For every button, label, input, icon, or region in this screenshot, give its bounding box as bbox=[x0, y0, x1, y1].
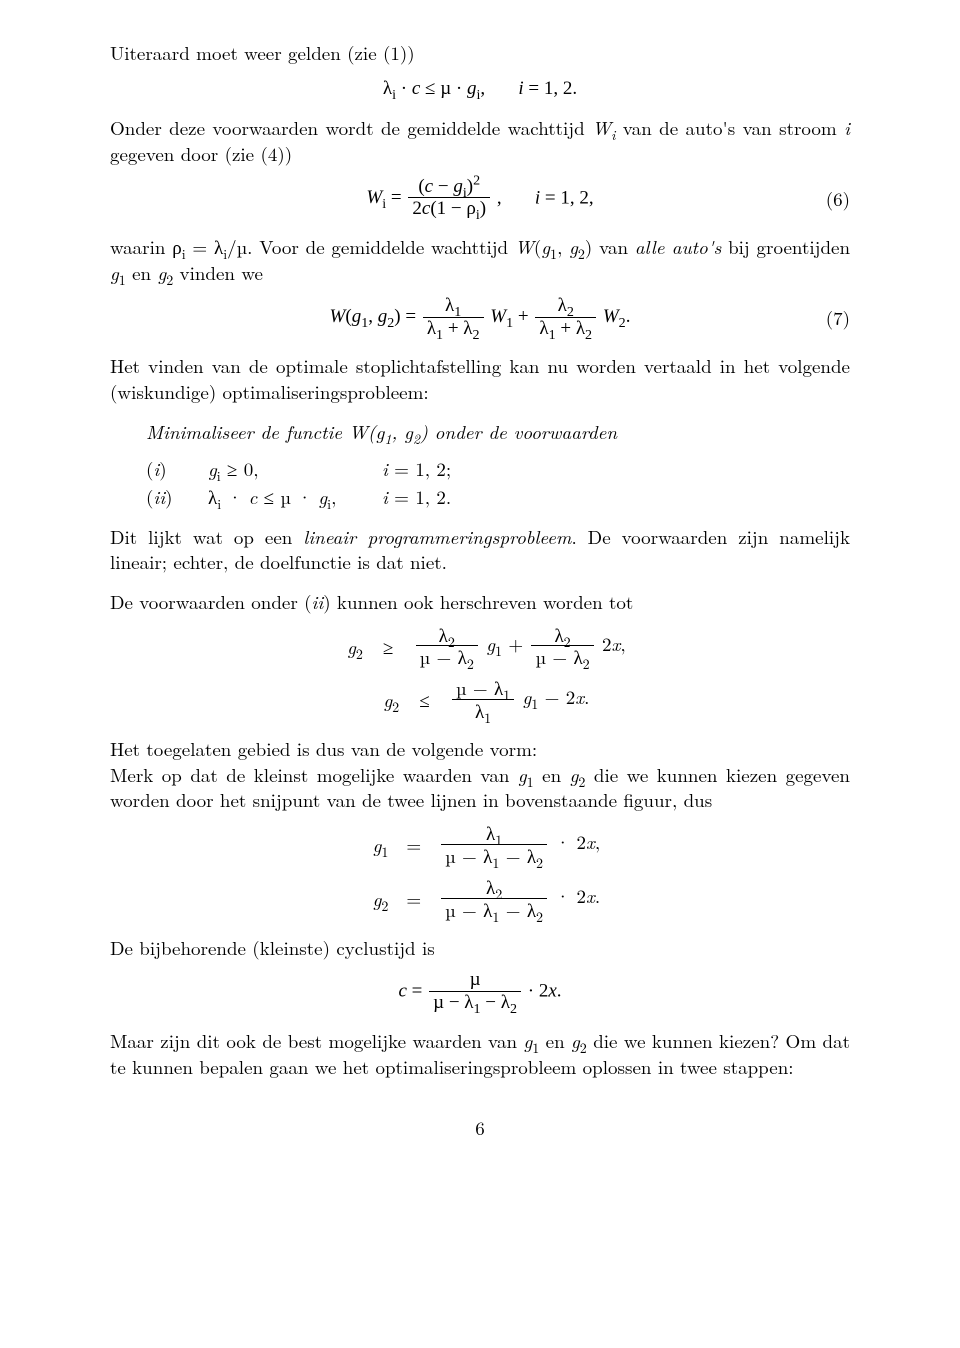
paragraph-2: Onder deze voorwaarden wordt de gemiddel… bbox=[110, 115, 850, 166]
paragraph-10: Maar zijn dit ook de best mogelijke waar… bbox=[110, 1028, 850, 1079]
lhs: Wi = bbox=[366, 187, 406, 208]
lhs: c = bbox=[398, 980, 427, 1001]
lhs: g2 bbox=[360, 886, 389, 912]
rhs: W2. bbox=[603, 306, 631, 327]
equation-stack: g1 = λ1 µ − λ1 − λ2 · 2x, g2 = λ2 µ − λ1… bbox=[360, 823, 600, 921]
rhs: µ − λ1 λ1 g1 − 2x. bbox=[450, 678, 589, 722]
condition-ii: (ii) λi · c ≤ µ · gi, i = 1, 2. bbox=[146, 484, 850, 510]
page: Uiteraard moet weer gelden (zie (1)) λi … bbox=[0, 0, 960, 1348]
text: gegeven door (zie (4)) bbox=[110, 140, 292, 167]
equation-number: (6) bbox=[826, 186, 850, 212]
denominator: µ − λ2 bbox=[531, 646, 593, 668]
denominator: µ − λ2 bbox=[416, 646, 478, 668]
symbol-i: i bbox=[844, 114, 850, 141]
fraction-2: λ2 λ1 + λ2 bbox=[535, 296, 596, 340]
rhs: λ1 µ − λ1 − λ2 · 2x, bbox=[439, 823, 600, 867]
paragraph-5: Dit lijkt wat op een lineair programmeri… bbox=[110, 524, 850, 575]
rhs: λ2 µ − λ1 − λ2 · 2x. bbox=[439, 877, 600, 921]
row-1: g1 = λ1 µ − λ1 − λ2 · 2x, bbox=[360, 823, 600, 867]
numerator: λ1 bbox=[423, 296, 484, 318]
paragraph-intro: Uiteraard moet weer gelden (zie (1)) bbox=[110, 40, 850, 66]
rhs: , i = 1, 2, bbox=[497, 187, 594, 208]
denominator: λ1 + λ2 bbox=[535, 318, 596, 340]
numerator: µ bbox=[429, 970, 521, 992]
fraction-1: λ1 λ1 + λ2 bbox=[423, 296, 484, 340]
fraction: (c − gi)2 2c(1 − ρi) bbox=[408, 177, 490, 221]
equation-stack: g2 ≥ λ2 µ − λ2 g1 + λ2 µ − λ2 2x, g2 bbox=[334, 625, 625, 723]
row-1: g2 ≥ λ2 µ − λ2 g1 + λ2 µ − λ2 2x, bbox=[334, 625, 625, 669]
equation-body: Wi = (c − gi)2 2c(1 − ρi) , i = 1, 2, bbox=[366, 177, 593, 221]
rel: = bbox=[402, 832, 425, 858]
fraction: λ1 µ − λ1 − λ2 bbox=[441, 823, 547, 867]
denominator: µ − λ1 − λ2 bbox=[429, 992, 521, 1014]
rel: ≤ bbox=[413, 687, 436, 713]
rhs: λ2 µ − λ2 g1 + λ2 µ − λ2 2x, bbox=[414, 625, 626, 669]
page-number: 6 bbox=[110, 1115, 850, 1141]
fraction: λ2 µ − λ1 − λ2 bbox=[441, 877, 547, 921]
condition-i: (i) gi ≥ 0, i = 1, 2; bbox=[146, 456, 850, 482]
label: (ii) bbox=[146, 484, 184, 510]
numerator: λ2 bbox=[535, 296, 596, 318]
mid: g1 + bbox=[486, 630, 529, 657]
denominator: µ − λ1 − λ2 bbox=[441, 845, 547, 867]
fraction-1: λ2 µ − λ2 bbox=[416, 625, 478, 669]
paragraph-7: Het toegelaten gebied is dus van de volg… bbox=[110, 736, 850, 762]
symbol-Wi: Wi bbox=[592, 114, 615, 141]
paragraph-4: Het vinden van de optimale stoplichtafst… bbox=[110, 353, 850, 404]
label: (i) bbox=[146, 456, 184, 482]
range: i = 1, 2; bbox=[382, 456, 451, 482]
fraction-1: µ − λ1 λ1 bbox=[452, 678, 514, 722]
tail: · 2x. bbox=[555, 882, 600, 909]
rel: = bbox=[402, 886, 425, 912]
equation-body: W(g1, g2) = λ1 λ1 + λ2 W1 + λ2 λ1 + λ2 W… bbox=[330, 296, 631, 340]
equation-number: (7) bbox=[826, 305, 850, 331]
mid: W1 + bbox=[490, 306, 533, 327]
numerator: (c − gi)2 bbox=[408, 177, 490, 199]
tail: g1 − 2x. bbox=[523, 683, 590, 710]
range: i = 1, 2. bbox=[382, 484, 451, 510]
row-2: g2 ≤ µ − λ1 λ1 g1 − 2x. bbox=[371, 678, 590, 722]
paragraph-6: De voorwaarden onder (ii) kunnen ook her… bbox=[110, 589, 850, 615]
denominator: λ1 + λ2 bbox=[423, 318, 484, 340]
minimise-line: Minimaliseer de functie W(g1, g2) onder … bbox=[146, 419, 850, 445]
paragraph-8: Merk op dat de kleinst mogelijke waarden… bbox=[110, 762, 850, 813]
denominator: µ − λ1 − λ2 bbox=[441, 899, 547, 921]
fraction-2: λ2 µ − λ2 bbox=[531, 625, 593, 669]
lhs: g2 bbox=[334, 634, 363, 660]
tail: 2x, bbox=[602, 630, 626, 657]
lhs: g1 bbox=[360, 832, 389, 858]
equation-6: Wi = (c − gi)2 2c(1 − ρi) , i = 1, 2, (6… bbox=[110, 177, 850, 221]
tail: · 2x. bbox=[528, 980, 562, 1001]
fraction: µ µ − λ1 − λ2 bbox=[429, 970, 521, 1014]
equation-body: c = µ µ − λ1 − λ2 · 2x. bbox=[398, 970, 561, 1014]
rel: ≥ bbox=[377, 634, 400, 660]
equation-g1g2: g1 = λ1 µ − λ1 − λ2 · 2x, g2 = λ2 µ − λ1… bbox=[110, 823, 850, 921]
equation-body: λi · c ≤ µ · gi, i = 1, 2. bbox=[383, 76, 577, 102]
expr: gi ≥ 0, bbox=[208, 456, 358, 482]
text: Onder deze voorwaarden wordt de gemiddel… bbox=[110, 114, 592, 141]
paragraph-9: De bijbehorende (kleinste) cyclustijd is bbox=[110, 935, 850, 961]
expr: λi · c ≤ µ · gi, bbox=[208, 484, 358, 510]
denominator: 2c(1 − ρi) bbox=[408, 198, 490, 220]
lhs: g2 bbox=[371, 687, 400, 713]
lhs: W(g1, g2) = bbox=[330, 306, 421, 327]
text: van de auto's van stroom bbox=[615, 114, 844, 141]
opt-problem-block: Minimaliseer de functie W(g1, g2) onder … bbox=[146, 419, 850, 510]
tail: · 2x, bbox=[555, 828, 600, 855]
equation-constraint: λi · c ≤ µ · gi, i = 1, 2. bbox=[110, 76, 850, 102]
row-2: g2 = λ2 µ − λ1 − λ2 · 2x. bbox=[360, 877, 600, 921]
equation-7: W(g1, g2) = λ1 λ1 + λ2 W1 + λ2 λ1 + λ2 W… bbox=[110, 296, 850, 340]
equation-rewrite: g2 ≥ λ2 µ − λ2 g1 + λ2 µ − λ2 2x, g2 bbox=[110, 625, 850, 723]
equation-cycletime: c = µ µ − λ1 − λ2 · 2x. bbox=[110, 970, 850, 1014]
paragraph-3: waarin ρi = λi/µ. Voor de gemiddelde wac… bbox=[110, 234, 850, 285]
